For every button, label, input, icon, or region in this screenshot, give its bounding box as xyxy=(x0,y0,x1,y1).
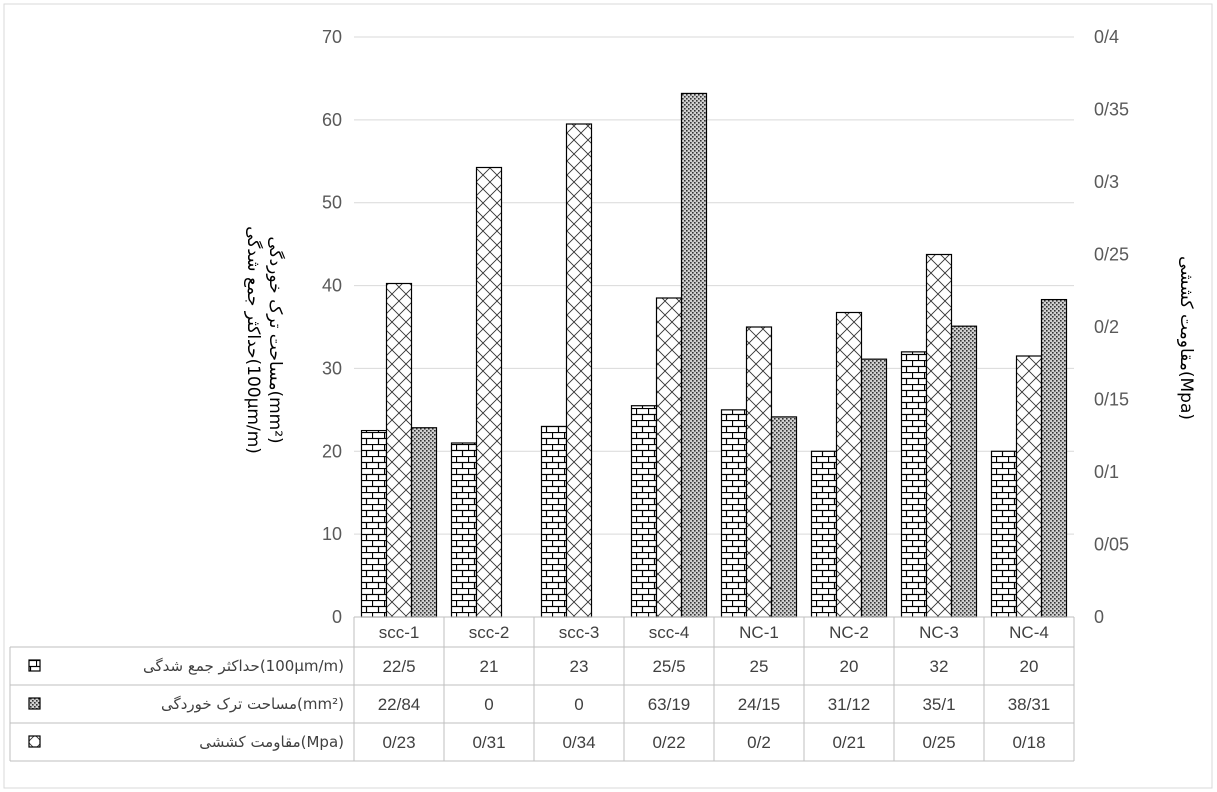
right-axis-ticks: 0 0/05 0/1 0/15 0/2 0/25 0/3 0/35 0/4 xyxy=(1094,27,1129,627)
table-cell: 0/23 xyxy=(382,733,415,752)
right-axis-label: مقاومت کششی(Mpa) xyxy=(1176,256,1196,420)
left-tick-label: 60 xyxy=(322,110,342,130)
left-axis-label-line2: مساحت ترک خوردگی(mm²) xyxy=(265,236,286,443)
data-table: scc-1 scc-2 scc-3 scc-4 NC-1 NC-2 NC-3 NC-4 حداک… xyxy=(9,616,1075,762)
category-label: scc-3 xyxy=(559,623,600,642)
bar-brick-scc-1 xyxy=(360,429,388,618)
category-label: NC-4 xyxy=(1009,623,1049,642)
right-axis-title: مقاومت کششی(Mpa) xyxy=(1176,256,1196,420)
bar-diagonal-cross-scc-1 xyxy=(385,282,413,618)
table-cell: 0/2 xyxy=(747,733,771,752)
table-cell: 24/15 xyxy=(738,695,781,714)
right-tick-label: 0 xyxy=(1094,607,1104,627)
bar-dense-dots-NC-1 xyxy=(770,416,798,618)
bar-diagonal-cross-scc-2 xyxy=(475,166,503,618)
left-tick-label: 30 xyxy=(322,358,342,378)
left-axis-title: حداکثر جمع شدگی(100µm/m) مساحت ترک خوردگ… xyxy=(243,226,286,454)
category-label: NC-1 xyxy=(739,623,779,642)
table-cell: 20 xyxy=(1020,657,1039,676)
bar-brick-scc-4 xyxy=(630,405,658,618)
legend-key xyxy=(28,735,41,748)
bar-brick-scc-2 xyxy=(450,442,478,618)
table-cell: 0/18 xyxy=(1012,733,1045,752)
table-row-label: حداکثر جمع شدگی(100µm/m) xyxy=(143,657,344,675)
bar-dense-dots-NC-2 xyxy=(860,358,888,618)
legend-key xyxy=(28,659,41,672)
left-tick-label: 70 xyxy=(322,27,342,47)
table-cell: 25/5 xyxy=(652,657,685,676)
table-cell: 22/5 xyxy=(382,657,415,676)
right-tick-label: 0/25 xyxy=(1094,245,1129,265)
category-label: NC-3 xyxy=(919,623,959,642)
bar-diagonal-cross-NC-4 xyxy=(1015,355,1043,618)
bar-diagonal-cross-NC-3 xyxy=(925,253,953,618)
category-label: scc-2 xyxy=(469,623,510,642)
bar-dense-dots-scc-4 xyxy=(680,92,708,618)
chart-frame xyxy=(3,3,1213,789)
table-cell: 0 xyxy=(484,695,493,714)
left-tick-label: 40 xyxy=(322,276,342,296)
bar-brick-scc-3 xyxy=(540,425,568,618)
left-axis-label-line1: حداکثر جمع شدگی(100µm/m) xyxy=(243,226,264,454)
bar-brick-NC-3 xyxy=(900,351,928,618)
bar-diagonal-cross-scc-4 xyxy=(655,297,683,618)
table-cell: 32 xyxy=(930,657,949,676)
bar-dense-dots-NC-4 xyxy=(1040,298,1068,618)
table-cell: 31/12 xyxy=(828,695,871,714)
table-cell: 0/34 xyxy=(562,733,595,752)
table-cell: 0/25 xyxy=(922,733,955,752)
table-cell: 35/1 xyxy=(922,695,955,714)
table-cell: 0/22 xyxy=(652,733,685,752)
table-cell: 38/31 xyxy=(1008,695,1051,714)
left-tick-label: 50 xyxy=(322,193,342,213)
left-axis-ticks: 0 10 20 30 40 50 60 70 xyxy=(322,27,342,627)
bar-diagonal-cross-NC-2 xyxy=(835,311,863,618)
left-tick-label: 20 xyxy=(322,441,342,461)
bar-dense-dots-scc-1 xyxy=(410,427,438,618)
category-label: scc-4 xyxy=(649,623,690,642)
table-cell: 63/19 xyxy=(648,695,691,714)
right-tick-label: 0/35 xyxy=(1094,100,1129,120)
left-tick-label: 0 xyxy=(332,607,342,627)
right-tick-label: 0/3 xyxy=(1094,172,1119,192)
table-cell: 23 xyxy=(570,657,589,676)
right-tick-label: 0/15 xyxy=(1094,390,1129,410)
table-row-label: مقاومت کششی(Mpa) xyxy=(199,733,344,751)
table-cell: 21 xyxy=(480,657,499,676)
bar-diagonal-cross-scc-3 xyxy=(565,123,593,618)
table-cell: 0 xyxy=(574,695,583,714)
category-label: scc-1 xyxy=(379,623,420,642)
table-row-label: مساحت ترک خوردگی(mm²) xyxy=(161,695,344,713)
bar-brick-NC-1 xyxy=(720,409,748,618)
bar-dense-dots-NC-3 xyxy=(950,325,978,618)
bar-brick-NC-2 xyxy=(810,450,838,618)
right-tick-label: 0/1 xyxy=(1094,462,1119,482)
table-cell: 0/21 xyxy=(832,733,865,752)
right-tick-label: 0/05 xyxy=(1094,535,1129,555)
bar-brick-NC-4 xyxy=(990,450,1018,618)
table-cell: 22/84 xyxy=(378,695,421,714)
legend-key xyxy=(28,697,41,710)
table-cell: 25 xyxy=(750,657,769,676)
bar-diagonal-cross-NC-1 xyxy=(745,326,773,618)
left-tick-label: 10 xyxy=(322,524,342,544)
right-tick-label: 0/4 xyxy=(1094,27,1119,47)
category-label: NC-2 xyxy=(829,623,869,642)
table-cell: 20 xyxy=(840,657,859,676)
right-tick-label: 0/2 xyxy=(1094,317,1119,337)
bars xyxy=(360,92,1068,618)
table-cell: 0/31 xyxy=(472,733,505,752)
